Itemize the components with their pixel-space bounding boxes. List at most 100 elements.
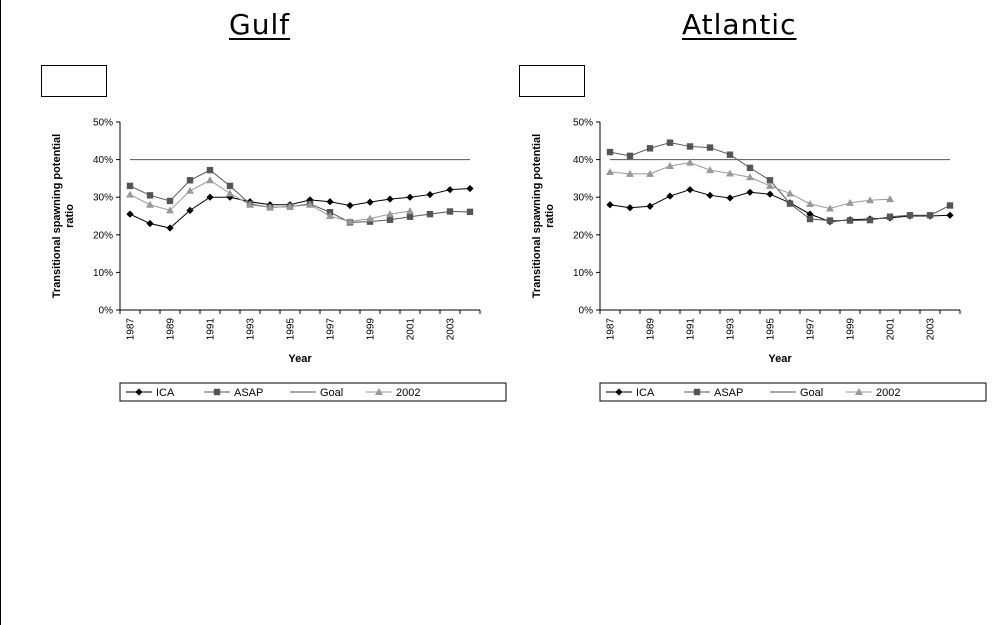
data-point-asap: [126, 182, 134, 190]
y-tick-label: 50%: [93, 118, 113, 129]
data-point-2002: [686, 158, 694, 166]
data-point-ica: [746, 188, 754, 196]
gulf-chart: 0% 10% 20% 30% 40% 50% 1987 1989 1991 1993 1995 199…: [51, 118, 507, 402]
x-tick-label: 1991: [686, 318, 697, 341]
data-point-asap: [906, 212, 914, 219]
data-point-asap: [466, 208, 474, 216]
data-point-2002: [606, 168, 614, 176]
data-point-asap: [366, 218, 374, 225]
y-tick-label: 50%: [573, 118, 593, 129]
data-point-ica: [466, 184, 474, 193]
y-tick-label: 10%: [573, 268, 593, 279]
data-point-asap: [886, 213, 894, 220]
y-tick-label: 0%: [99, 306, 114, 317]
data-point-2002: [386, 210, 394, 218]
data-point-2002: [246, 200, 254, 208]
data-point-asap: [746, 164, 754, 172]
data-point-asap: [166, 197, 174, 205]
x-tick-label: 1995: [766, 318, 777, 341]
series-line-ica: [609, 189, 951, 223]
x-tick-label: 1997: [326, 318, 337, 341]
legend-label: Goal: [800, 387, 823, 399]
y-tick-label: 20%: [573, 230, 593, 241]
x-tick-label: 2003: [446, 318, 457, 341]
data-point-ica: [766, 190, 774, 198]
data-point-asap: [426, 210, 434, 218]
legend-label: ICA: [636, 387, 655, 399]
data-point-ica: [726, 194, 734, 202]
data-point-asap: [866, 216, 874, 224]
y-tick-label: 20%: [93, 230, 113, 241]
data-point-asap: [206, 166, 214, 174]
data-point-asap: [926, 212, 934, 219]
data-point-ica: [166, 224, 174, 232]
data-point-2002: [406, 207, 414, 215]
data-point-asap: [766, 177, 774, 184]
x-tick-label: 1991: [206, 318, 217, 341]
data-point-asap: [726, 151, 734, 158]
data-point-2002: [866, 196, 874, 204]
data-point-2002: [266, 203, 274, 211]
data-point-ica: [446, 186, 454, 194]
data-point-asap: [226, 182, 234, 190]
y-tick-label: 10%: [93, 268, 113, 279]
data-point-2002: [886, 195, 894, 203]
x-tick-label: 1993: [726, 318, 737, 341]
legend-marker: [135, 388, 143, 396]
data-point-2002: [706, 166, 714, 174]
data-point-ica: [666, 192, 674, 200]
y-tick-label: 0%: [579, 306, 594, 317]
data-point-2002: [146, 200, 154, 208]
x-tick-label: 1989: [166, 318, 177, 341]
series-2002: [606, 158, 894, 212]
legend-label: 2002: [396, 387, 420, 399]
data-point-asap: [646, 145, 654, 152]
y-tick-label: 30%: [573, 193, 593, 204]
data-point-ica: [606, 201, 614, 209]
page-left-border: [0, 0, 1, 625]
data-point-ica: [346, 201, 354, 210]
legend-label: ICA: [156, 387, 175, 399]
x-tick-label: 2003: [926, 318, 937, 341]
y-tick-label: 40%: [573, 155, 593, 166]
data-point-ica: [406, 193, 414, 201]
data-point-asap: [386, 216, 394, 223]
y-tick-label: 30%: [93, 193, 113, 204]
data-point-asap: [706, 144, 714, 151]
x-tick-label: 1999: [846, 318, 857, 341]
data-point-2002: [626, 169, 634, 177]
data-point-2002: [346, 217, 354, 225]
series-line-asap: [609, 142, 951, 222]
gulf-panel-title: Gulf: [229, 8, 291, 41]
data-point-ica: [126, 210, 134, 218]
atlantic-blank-box: [519, 65, 585, 97]
data-point-asap: [606, 148, 614, 156]
y-tick-label: 40%: [93, 155, 113, 166]
legend-marker: [213, 388, 221, 396]
data-point-2002: [746, 173, 754, 181]
data-point-2002: [366, 214, 374, 222]
data-point-asap: [186, 177, 194, 184]
data-point-asap: [686, 143, 694, 150]
data-point-2002: [666, 161, 674, 169]
x-tick-label: 1987: [606, 318, 617, 341]
legend-marker: [693, 388, 701, 396]
legend-label: 2002: [876, 387, 900, 399]
atlantic-panel-title: Atlantic: [682, 8, 797, 41]
data-point-2002: [726, 169, 734, 177]
data-point-ica: [706, 191, 714, 199]
legend-item-ica: ICA: [126, 387, 175, 399]
data-point-2002: [766, 181, 774, 189]
data-point-2002: [126, 190, 134, 198]
data-point-asap: [946, 202, 954, 209]
data-point-asap: [446, 208, 454, 215]
y-axis-title: Transitional spawning potentialratio: [531, 134, 556, 298]
legend-marker: [615, 388, 623, 396]
data-point-ica: [946, 211, 954, 219]
legend-marker: [375, 388, 383, 395]
legend-label: Goal: [320, 387, 343, 399]
x-tick-label: 1989: [646, 318, 657, 341]
legend-item-goal: Goal: [290, 387, 343, 399]
data-point-2002: [806, 199, 814, 207]
data-point-2002: [826, 204, 834, 212]
